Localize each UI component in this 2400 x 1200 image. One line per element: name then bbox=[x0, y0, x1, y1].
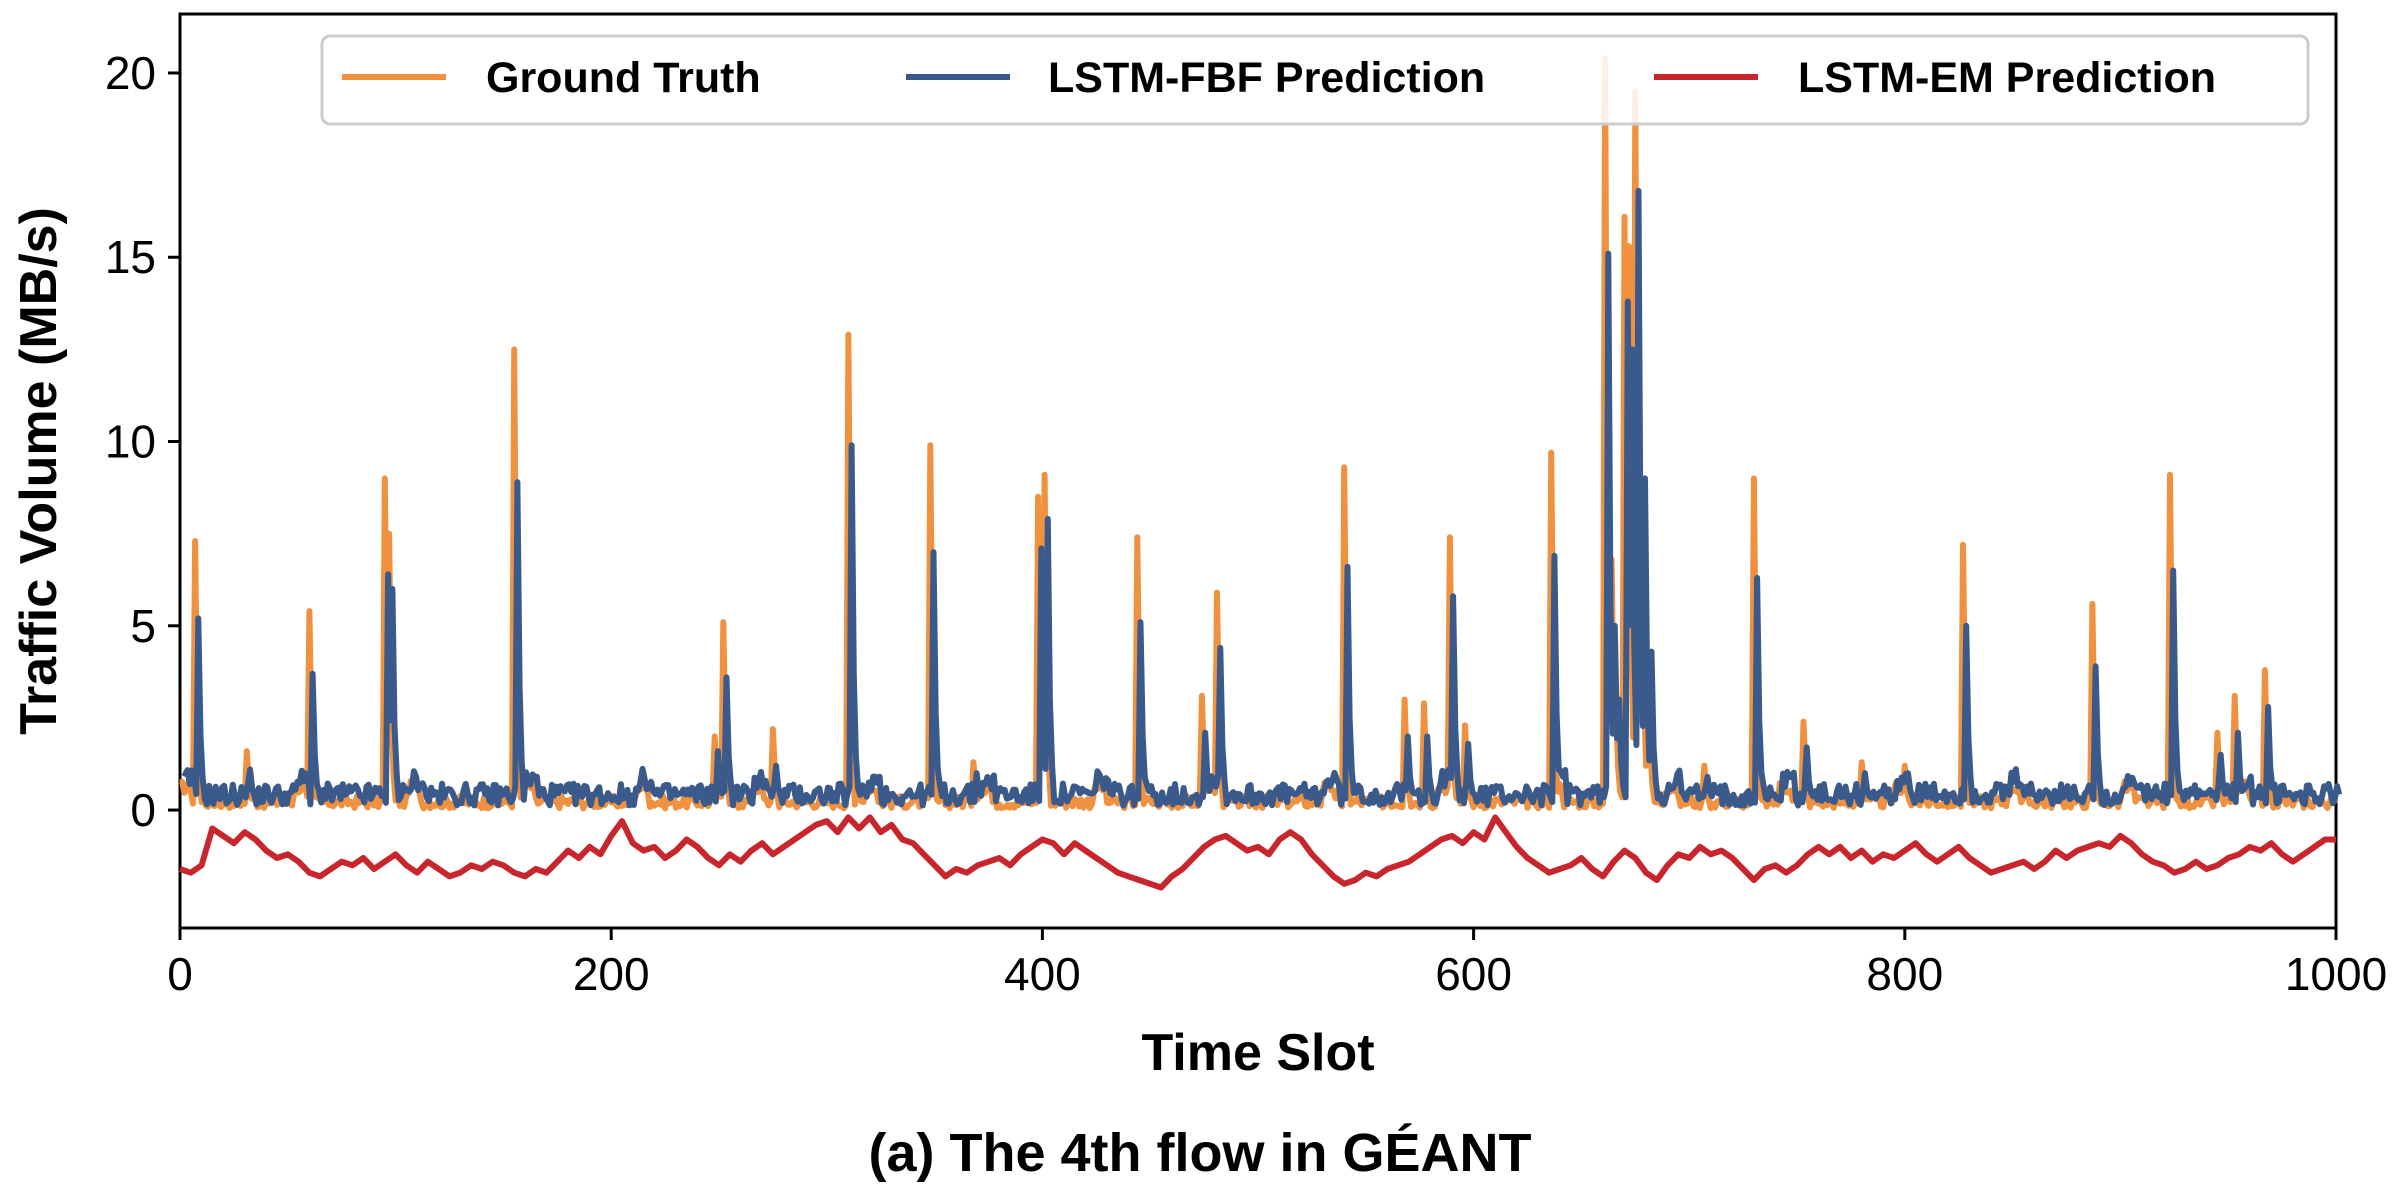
legend-label-lstm-fbf: LSTM-FBF Prediction bbox=[1048, 54, 1485, 102]
legend-box bbox=[320, 34, 2310, 126]
y-axis-ticks: 0 5 10 15 20 bbox=[105, 47, 180, 836]
figure-caption: (a) The 4th flow in GÉANT bbox=[868, 1123, 1532, 1183]
plot-frame bbox=[178, 12, 2338, 930]
x-axis-label: Time Slot bbox=[1141, 1024, 1374, 1082]
x-tick-label: 200 bbox=[573, 948, 650, 1000]
series-line-lstm-fbf bbox=[181, 187, 2343, 809]
y-axis-label: Traffic Volume (MB/s) bbox=[10, 207, 68, 735]
y-tick-label: 5 bbox=[130, 600, 156, 652]
x-tick-label: 800 bbox=[1866, 948, 1943, 1000]
y-tick-label: 0 bbox=[130, 784, 156, 836]
x-tick-label: 400 bbox=[1004, 948, 1081, 1000]
y-tick-label: 20 bbox=[105, 47, 156, 99]
series-line-ground-truth bbox=[179, 55, 2339, 812]
y-tick-label: 10 bbox=[105, 416, 156, 468]
series-line-lstm-em bbox=[179, 814, 2336, 891]
legend: Ground Truth LSTM-FBF Prediction LSTM-EM… bbox=[320, 34, 2310, 126]
legend-label-ground-truth: Ground Truth bbox=[486, 54, 761, 102]
legend-label-lstm-em: LSTM-EM Prediction bbox=[1798, 54, 2216, 102]
x-tick-label: 0 bbox=[167, 948, 193, 1000]
y-tick-label: 15 bbox=[105, 231, 156, 283]
x-axis-ticks: 0 200 400 600 800 1000 bbox=[167, 928, 2387, 1000]
x-tick-label: 1000 bbox=[2285, 948, 2387, 1000]
x-tick-label: 600 bbox=[1435, 948, 1512, 1000]
